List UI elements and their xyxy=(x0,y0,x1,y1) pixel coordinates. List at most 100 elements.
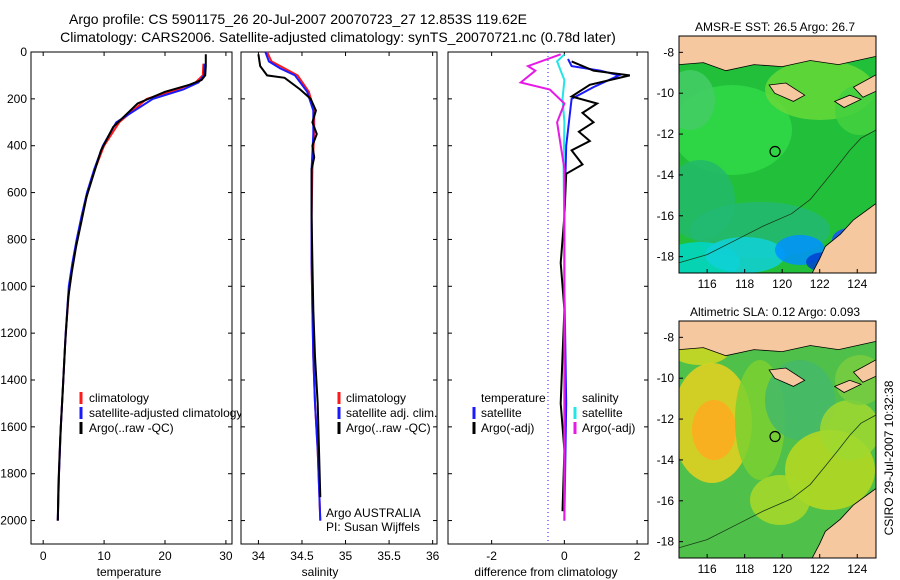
map-y-tick-label: -16 xyxy=(657,494,675,508)
map-x-tick-label: 124 xyxy=(847,562,867,576)
x-tick-label: 34 xyxy=(252,549,266,563)
y-tick-label: 1600 xyxy=(0,420,27,434)
map-y-tick-label: -18 xyxy=(657,250,675,264)
legend-heading-salinity: salinity xyxy=(582,391,619,405)
legend-label-argo: Argo(..raw -QC) xyxy=(89,421,174,435)
temperature-lines xyxy=(56,54,207,521)
x-tick-label: 34.5 xyxy=(290,549,314,563)
y-tick-label: 1400 xyxy=(0,373,27,387)
y-tick-label: 400 xyxy=(7,139,27,153)
temperature-legend: climatology satellite-adjusted climatolo… xyxy=(79,391,242,435)
map-y-tick-label: -12 xyxy=(657,127,675,141)
map-y-tick-label: -18 xyxy=(657,535,675,549)
sla-anomaly-patch xyxy=(692,400,736,460)
legend-label-temp-satellite: satellite xyxy=(481,406,522,420)
map-x-tick-label: 122 xyxy=(810,277,830,291)
salinity-plot-frame xyxy=(240,51,438,545)
x-tick-label: 35 xyxy=(339,549,353,563)
land-polygon xyxy=(768,367,806,387)
y-tick-label: 1800 xyxy=(0,467,27,481)
sla-map-title: Altimetric SLA: 0.12 Argo: 0.093 xyxy=(690,305,860,319)
difference-panel: -2 0 2 difference from climatology tempera… xyxy=(447,51,649,579)
map-frame xyxy=(678,35,877,274)
y-tick-label: 800 xyxy=(7,232,27,246)
map-frame xyxy=(678,320,877,559)
land-polygon xyxy=(852,359,876,383)
depth-contour xyxy=(679,129,876,264)
land-polygon xyxy=(768,82,806,102)
map-y-tick-label: -10 xyxy=(657,86,675,100)
pi-label: PI: Susan Wijffels xyxy=(326,520,420,534)
legend-label-satellite-adjusted: satellite-adjusted climatology xyxy=(89,406,242,420)
land-polygon xyxy=(811,203,876,273)
x-tick-label: -2 xyxy=(486,549,497,563)
x-tick-label: 2 xyxy=(634,549,641,563)
argo-position-marker xyxy=(769,430,781,443)
legend-label-temp-argo: Argo(-adj) xyxy=(481,421,534,435)
temperature-panel: 0 200 400 600 800 1000 1200 1400 1600 1800 2000 0 10… xyxy=(0,45,242,579)
series-temperature-argo-adj- xyxy=(559,60,631,512)
map-y-tick-label: -8 xyxy=(663,330,674,344)
land-polygon xyxy=(852,74,876,98)
land-polygon xyxy=(679,321,876,357)
difference-legend: temperature satellite Argo(-adj) salinit… xyxy=(472,391,635,435)
land-polygon xyxy=(811,488,876,558)
y-tick-label: 0 xyxy=(20,45,27,59)
y-tick-label: 2000 xyxy=(0,514,27,528)
y-tick-label: 200 xyxy=(7,92,27,106)
map-y-tick-label: -16 xyxy=(657,209,675,223)
x-tick-label: 35.5 xyxy=(377,549,401,563)
x-tick-label: 0 xyxy=(561,549,568,563)
difference-lines xyxy=(518,53,631,521)
depth-contour xyxy=(679,414,876,549)
sla-anomaly-patch xyxy=(820,400,876,460)
y-tick-label: 1200 xyxy=(0,326,27,340)
difference-xlabel: difference from climatology xyxy=(474,565,617,579)
sla-map-area: 116 118 120 122 124 -8 -10 -12 -14 -16 -18 xyxy=(657,320,877,576)
agency-label: Argo AUSTRALIA xyxy=(326,506,421,520)
series-argo-raw-qc- xyxy=(56,54,207,521)
x-tick-label: 20 xyxy=(158,549,172,563)
map-x-tick-label: 122 xyxy=(810,562,830,576)
sla-anomaly-patch xyxy=(835,355,876,405)
legend-label-climatology: climatology xyxy=(346,391,406,405)
y-tick-label: 600 xyxy=(7,186,27,200)
series-salinity-argo-adj- xyxy=(518,53,566,521)
map-x-tick-label: 120 xyxy=(772,277,792,291)
map-y-tick-label: -8 xyxy=(663,45,674,59)
map-y-tick-label: -14 xyxy=(657,453,675,467)
map-x-tick-label: 118 xyxy=(735,277,754,291)
legend-label-climatology: climatology xyxy=(89,391,149,405)
map-y-tick-label: -12 xyxy=(657,412,675,426)
x-tick-label: 0 xyxy=(40,549,47,563)
legend-label-sal-satellite: satellite xyxy=(582,406,623,420)
land-polygon xyxy=(679,36,876,72)
temperature-plot-frame xyxy=(30,51,233,545)
map-y-tick-label: -10 xyxy=(657,371,675,385)
sla-anomaly-patch xyxy=(750,475,810,525)
land-polygon xyxy=(833,379,863,393)
legend-label-sal-argo: Argo(-adj) xyxy=(582,421,635,435)
sst-anomaly-patch xyxy=(705,237,785,273)
map-x-tick-label: 116 xyxy=(698,277,717,291)
x-tick-label: 30 xyxy=(219,549,233,563)
figure-title-line2: Climatology: CARS2006. Satellite-adjuste… xyxy=(60,29,616,45)
x-tick-label: 10 xyxy=(97,549,111,563)
sst-map-area: 116 118 120 122 124 -8 -10 -12 -14 -16 -18 xyxy=(657,35,877,291)
legend-label-satellite-adj: satellite adj. clim. xyxy=(346,406,437,420)
map-x-tick-label: 118 xyxy=(735,562,754,576)
salinity-legend: climatology satellite adj. clim. Argo(..… xyxy=(337,391,437,435)
map-x-tick-label: 124 xyxy=(847,277,867,291)
sla-map-panel: Altimetric SLA: 0.12 Argo: 0.093 116 118 1… xyxy=(657,305,877,576)
map-y-tick-label: -14 xyxy=(657,168,675,182)
map-field xyxy=(679,36,876,273)
legend-label-argo: Argo(..raw -QC) xyxy=(346,421,431,435)
sst-anomaly-patch xyxy=(679,70,715,130)
map-x-tick-label: 120 xyxy=(772,562,792,576)
csiro-timestamp: CSIRO 29-Jul-2007 10:32:38 xyxy=(882,380,896,535)
sst-map-panel: AMSR-E SST: 26.5 Argo: 26.7 116 118 120 122… xyxy=(657,20,877,291)
x-tick-label: 36 xyxy=(426,549,440,563)
temperature-axis-ticks: 0 200 400 600 800 1000 1200 1400 1600 1800 2000 0 10… xyxy=(0,45,233,563)
legend-heading-temperature: temperature xyxy=(481,391,546,405)
